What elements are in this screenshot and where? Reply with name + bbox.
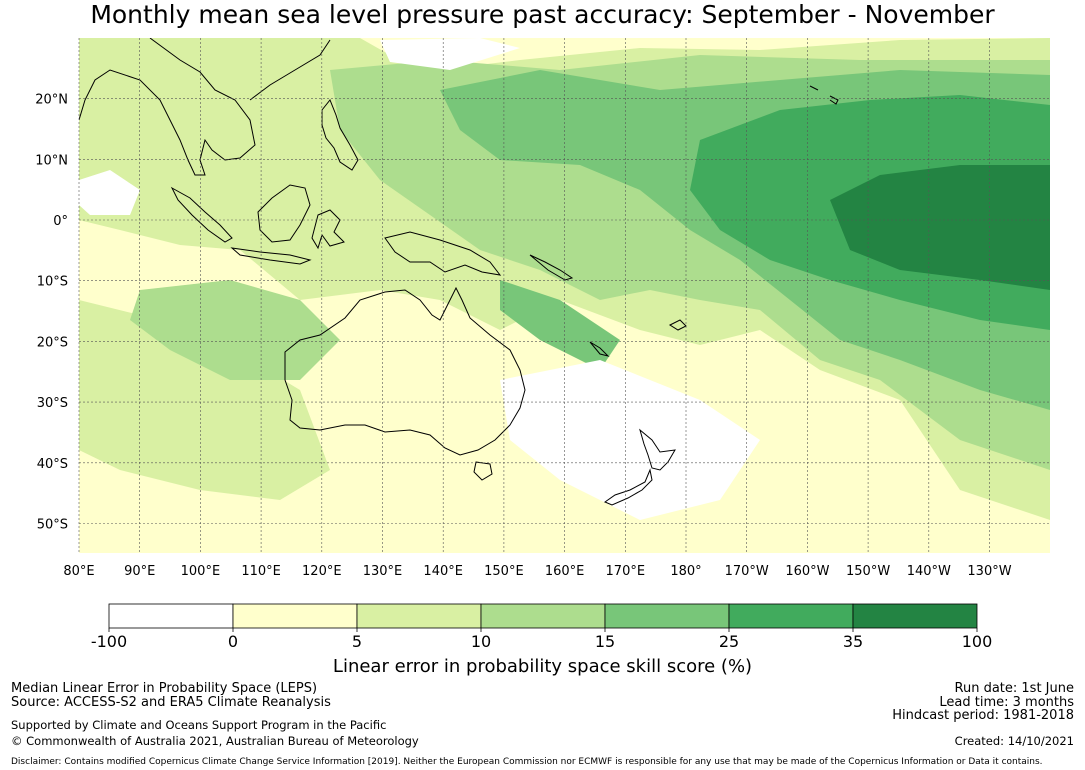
footer-copyright: © Commonwealth of Australia 2021, Austra… (11, 734, 419, 748)
lon-label: 110°E (241, 564, 281, 579)
lon-label: 170°E (606, 564, 646, 579)
lon-label: 160°W (785, 564, 829, 579)
footer-leps-note: Median Linear Error in Probability Space… (11, 681, 318, 696)
lon-label: 170°W (725, 564, 769, 579)
skill-band-35-100 (830, 165, 1050, 290)
skill-band-10-15-west (130, 280, 340, 380)
graticule (78, 38, 1050, 553)
lon-label: 80°E (63, 564, 94, 579)
hawaii-outline (809, 85, 839, 105)
skill-band-5-10-south (79, 300, 330, 500)
indochina-outline (79, 38, 256, 176)
lat-label: 40°S (37, 457, 68, 472)
java-outline (230, 247, 312, 265)
skill-band-15-25-south (500, 280, 620, 370)
footer-support: Supported by Climate and Oceans Support … (11, 718, 387, 732)
latitude-labels: 20°N 10°N 0° 10°S 20°S 30°S 40°S 50°S (35, 93, 68, 533)
china-coast-outline (249, 39, 331, 101)
tasmania-outline (473, 461, 493, 481)
lon-label: 100°E (181, 564, 221, 579)
lon-label: 120°E (302, 564, 342, 579)
lat-label: 50°S (37, 518, 68, 533)
lon-label: 150°E (484, 564, 524, 579)
skill-band-below-0-tasman (500, 360, 760, 520)
north-island-nz-outline (639, 428, 676, 471)
colorbar-tick-label: 25 (719, 632, 739, 651)
longitude-labels: 80°E 90°E 100°E 110°E 120°E 130°E 140°E 150°E 16… (63, 564, 1011, 579)
colorbar-swatch (232, 603, 358, 629)
colorbar-swatch (604, 603, 730, 629)
footer-disclaimer: Disclaimer: Contains modified Copernicus… (11, 757, 1043, 767)
lat-label: 10°S (37, 275, 68, 290)
lat-label: 10°N (35, 153, 68, 168)
colorbar: -100 0 5 10 15 25 35 100 (91, 603, 993, 651)
sulawesi-outline (311, 209, 345, 250)
lon-label: 180° (670, 564, 701, 579)
colorbar-label: Linear error in probability space skill … (332, 656, 753, 677)
skill-score-map: 20°N 10°N 0° 10°S 20°S 30°S 40°S 50°S 80°E 90°E 1… (35, 38, 1050, 651)
colorbar-tick-label: 5 (352, 632, 362, 651)
colorbar-swatch (356, 603, 482, 629)
borneo-outline (257, 184, 311, 243)
map-title: Monthly mean sea level pressure past acc… (90, 0, 995, 29)
south-island-nz-outline (603, 468, 653, 506)
lon-label: 160°E (545, 564, 585, 579)
lon-label: 140°W (907, 564, 951, 579)
skill-band-below-0-north (380, 38, 520, 70)
lat-label: 20°S (37, 335, 68, 350)
colorbar-tick-label: -100 (91, 632, 127, 651)
colorbar-tick-label: 100 (962, 632, 993, 651)
skill-band-below-0-indian (79, 170, 140, 215)
colorbar-tick-label: 10 (471, 632, 491, 651)
colorbar-swatch (852, 603, 978, 629)
sumatra-outline (170, 186, 233, 243)
colorbar-tick-label: 35 (843, 632, 863, 651)
new-guinea-outline (384, 231, 502, 276)
footer-lead-time: Lead time: 3 months (939, 695, 1074, 710)
colorbar-tick-label: 15 (595, 632, 615, 651)
coastlines (79, 38, 839, 506)
footer-created-date: Created: 14/10/2021 (954, 734, 1074, 748)
solomon-islands-outline (529, 254, 574, 281)
colorbar-swatch (108, 603, 234, 629)
philippines-outline (321, 99, 359, 171)
lat-label: 20°N (35, 93, 68, 108)
lon-label: 130°E (363, 564, 403, 579)
new-caledonia-outline (589, 341, 610, 357)
colorbar-swatch (728, 603, 854, 629)
footer-source: Source: ACCESS-S2 and ERA5 Climate Reana… (11, 695, 331, 710)
lon-label: 140°E (423, 564, 463, 579)
lat-label: 30°S (37, 396, 68, 411)
lon-label: 150°W (846, 564, 890, 579)
australia-outline (284, 286, 526, 456)
lon-label: 130°W (967, 564, 1011, 579)
colorbar-tick-label: 0 (228, 632, 238, 651)
lon-label: 90°E (124, 564, 155, 579)
colorbar-swatch (480, 603, 606, 629)
footer-hindcast-period: Hindcast period: 1981-2018 (892, 708, 1074, 723)
lat-label: 0° (53, 214, 68, 229)
footer-run-date: Run date: 1st June (954, 681, 1074, 696)
